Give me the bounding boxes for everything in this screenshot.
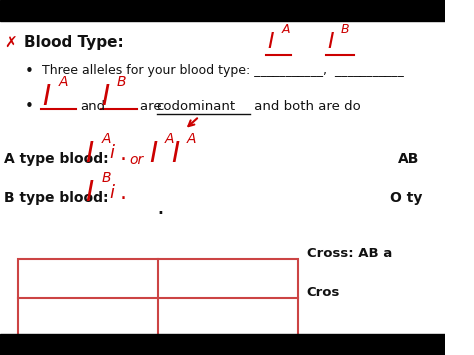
Text: B type blood:: B type blood: — [4, 191, 109, 205]
Text: AB: AB — [398, 152, 419, 166]
Text: $\mathit{I}$: $\mathit{I}$ — [149, 140, 158, 168]
Text: codominant: codominant — [156, 100, 236, 113]
Text: or: or — [129, 153, 143, 167]
Text: $B$: $B$ — [116, 75, 126, 88]
Text: $\mathit{I}$: $\mathit{I}$ — [101, 83, 111, 111]
Text: •: • — [25, 64, 33, 79]
Text: $i$: $i$ — [109, 144, 116, 162]
Text: and: and — [80, 100, 105, 113]
Text: ·: · — [119, 150, 126, 170]
Text: A type blood:: A type blood: — [4, 152, 109, 166]
Text: $\mathit{I}$: $\mathit{I}$ — [327, 32, 335, 52]
Text: $B$: $B$ — [100, 171, 111, 185]
Text: $\mathit{I}$: $\mathit{I}$ — [85, 179, 95, 207]
Bar — [0, 0, 445, 21]
Text: $A$: $A$ — [58, 75, 69, 88]
Text: Cross: AB a: Cross: AB a — [307, 247, 392, 260]
Text: ✗: ✗ — [4, 36, 17, 50]
Text: $A$: $A$ — [164, 132, 175, 146]
Text: Blood Type:: Blood Type: — [25, 36, 124, 50]
Text: are: are — [140, 100, 166, 113]
Text: $\mathit{I}$: $\mathit{I}$ — [267, 32, 275, 52]
Text: $A$: $A$ — [100, 132, 112, 146]
Text: $\mathit{I}$: $\mathit{I}$ — [85, 140, 95, 168]
Text: ·: · — [119, 189, 126, 209]
Text: •: • — [25, 99, 33, 114]
Text: and both are do: and both are do — [250, 100, 361, 113]
Text: $A$: $A$ — [186, 132, 197, 146]
Text: $B$: $B$ — [340, 23, 350, 36]
Text: $\mathit{I}$: $\mathit{I}$ — [42, 83, 52, 111]
Text: Cros: Cros — [307, 286, 340, 299]
Text: Three alleles for your blood type: ___________,  ___________: Three alleles for your blood type: _____… — [42, 64, 404, 77]
Text: O ty: O ty — [391, 191, 423, 205]
Bar — [0, 334, 445, 355]
Bar — [18, 259, 298, 337]
Text: $i$: $i$ — [109, 184, 116, 202]
Text: $A$: $A$ — [281, 23, 292, 36]
Text: .: . — [156, 195, 164, 219]
Text: $\mathit{I}$: $\mathit{I}$ — [171, 140, 181, 168]
